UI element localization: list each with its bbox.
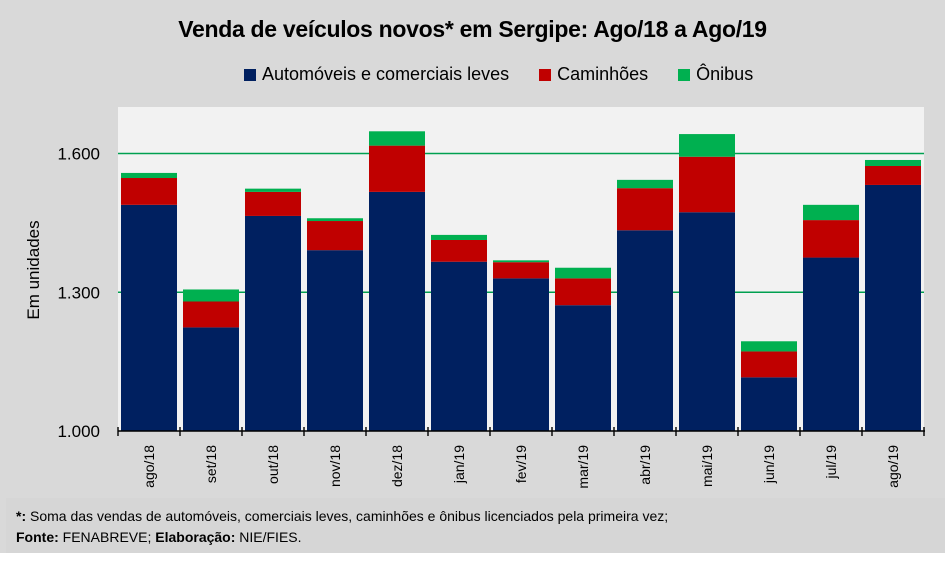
bar-segment-automoveis-fev-19 (493, 278, 549, 431)
x-tick-label: jan/19 (451, 445, 467, 484)
bar-segment-caminhoes-dez-18 (369, 145, 425, 192)
x-tick-label: mar/19 (575, 445, 591, 489)
y-tick-label: 1.300 (57, 283, 100, 302)
bar-segment-onibus-jul-19 (803, 204, 859, 221)
bar-segment-onibus-ago-18 (121, 172, 177, 179)
bar-segment-caminhoes-jun-19 (741, 351, 797, 378)
bar-segment-caminhoes-set-18 (183, 301, 239, 328)
bar-segment-caminhoes-ago-18 (121, 178, 177, 205)
footnote-marker: *: (16, 508, 27, 524)
legend-swatch-onibus (678, 68, 691, 81)
chart-svg: 1.000 1.300 1.600 ago/18 set/18 out/18 nov/18 d… (57, 107, 925, 489)
bar-segment-caminhoes-ago-19 (865, 165, 921, 185)
bar-segment-automoveis-nov-18 (307, 250, 363, 431)
footer: *: Soma das vendas de automóveis, comerc… (6, 498, 945, 553)
bar-segment-caminhoes-jan-19 (431, 239, 487, 262)
x-tick-label: set/18 (203, 445, 219, 483)
legend-item-caminhoes: Caminhões (539, 64, 648, 85)
legend-swatch-automoveis (244, 68, 256, 81)
bar-segment-caminhoes-abr-19 (617, 188, 673, 231)
bar-segment-onibus-mar-19 (555, 267, 611, 279)
x-tick-label: mai/19 (699, 445, 715, 487)
x-tick-label: ago/19 (885, 445, 901, 488)
x-tick-label: abr/19 (637, 445, 653, 485)
x-tick-label: nov/18 (327, 445, 343, 487)
bar-segment-automoveis-mai-19 (679, 212, 735, 431)
x-tick-label: fev/19 (513, 445, 529, 483)
bar-segment-onibus-set-18 (183, 289, 239, 302)
bar-segment-onibus-jun-19 (741, 341, 797, 352)
bar-segment-automoveis-out-18 (245, 215, 301, 431)
x-tick-label: out/18 (265, 445, 281, 484)
footnote-text: Soma das vendas de automóveis, comerciai… (26, 508, 669, 524)
source-value: FENABREVE; (58, 529, 152, 545)
bar-segment-automoveis-ago-19 (865, 184, 921, 431)
x-tick-label: jun/19 (761, 445, 777, 484)
y-tick-label: 1.000 (57, 422, 100, 441)
bar-segment-caminhoes-fev-19 (493, 262, 549, 279)
bar-segment-caminhoes-mai-19 (679, 156, 735, 213)
legend-swatch-caminhoes (539, 68, 552, 81)
x-tick-label: jul/19 (823, 445, 839, 480)
source-label: Fonte: (16, 529, 59, 545)
legend-label-automoveis: Automóveis e comerciais leves (262, 64, 510, 84)
bar-segment-onibus-dez-18 (369, 131, 425, 146)
legend-item-automoveis: Automóveis e comerciais leves (244, 64, 509, 85)
bar-segment-onibus-abr-19 (617, 179, 673, 189)
bar-segment-onibus-out-18 (245, 188, 301, 192)
prepared-label: Elaboração: (151, 529, 236, 545)
bar-segment-onibus-fev-19 (493, 260, 549, 263)
source-line: Fonte: FENABREVE; Elaboração: NIE/FIES. (16, 529, 302, 545)
bar-segment-automoveis-dez-18 (369, 191, 425, 431)
bar-segment-automoveis-jun-19 (741, 377, 797, 431)
bar-segment-onibus-mai-19 (679, 134, 735, 157)
x-tick-label: ago/18 (141, 445, 157, 488)
legend-label-caminhoes: Caminhões (557, 64, 649, 84)
legend: Automóveis e comerciais leves Caminhões … (244, 64, 783, 85)
bar-segment-caminhoes-nov-18 (307, 221, 363, 251)
bar-segment-automoveis-abr-19 (617, 230, 673, 431)
bar-segment-onibus-nov-18 (307, 218, 363, 222)
bar-segment-caminhoes-out-18 (245, 191, 301, 216)
prepared-value: NIE/FIES. (235, 529, 302, 545)
bar-segment-automoveis-set-18 (183, 327, 239, 431)
footnote: *: Soma das vendas de automóveis, comerc… (16, 508, 668, 524)
bar-segment-caminhoes-jul-19 (803, 220, 859, 258)
x-tick-label: dez/18 (389, 445, 405, 487)
y-tick-label: 1.600 (57, 145, 100, 164)
bar-segment-automoveis-jul-19 (803, 257, 859, 431)
bar-segment-onibus-ago-19 (865, 159, 921, 166)
bar-segment-caminhoes-mar-19 (555, 278, 611, 306)
bar-segment-automoveis-ago-18 (121, 204, 177, 431)
legend-item-onibus: Ônibus (678, 64, 753, 85)
chart-title: Venda de veículos novos* em Sergipe: Ago… (178, 16, 767, 42)
bar-segment-automoveis-mar-19 (555, 305, 611, 431)
legend-label-onibus: Ônibus (696, 64, 754, 84)
bar-segment-automoveis-jan-19 (431, 261, 487, 431)
bar-segment-onibus-jan-19 (431, 234, 487, 240)
